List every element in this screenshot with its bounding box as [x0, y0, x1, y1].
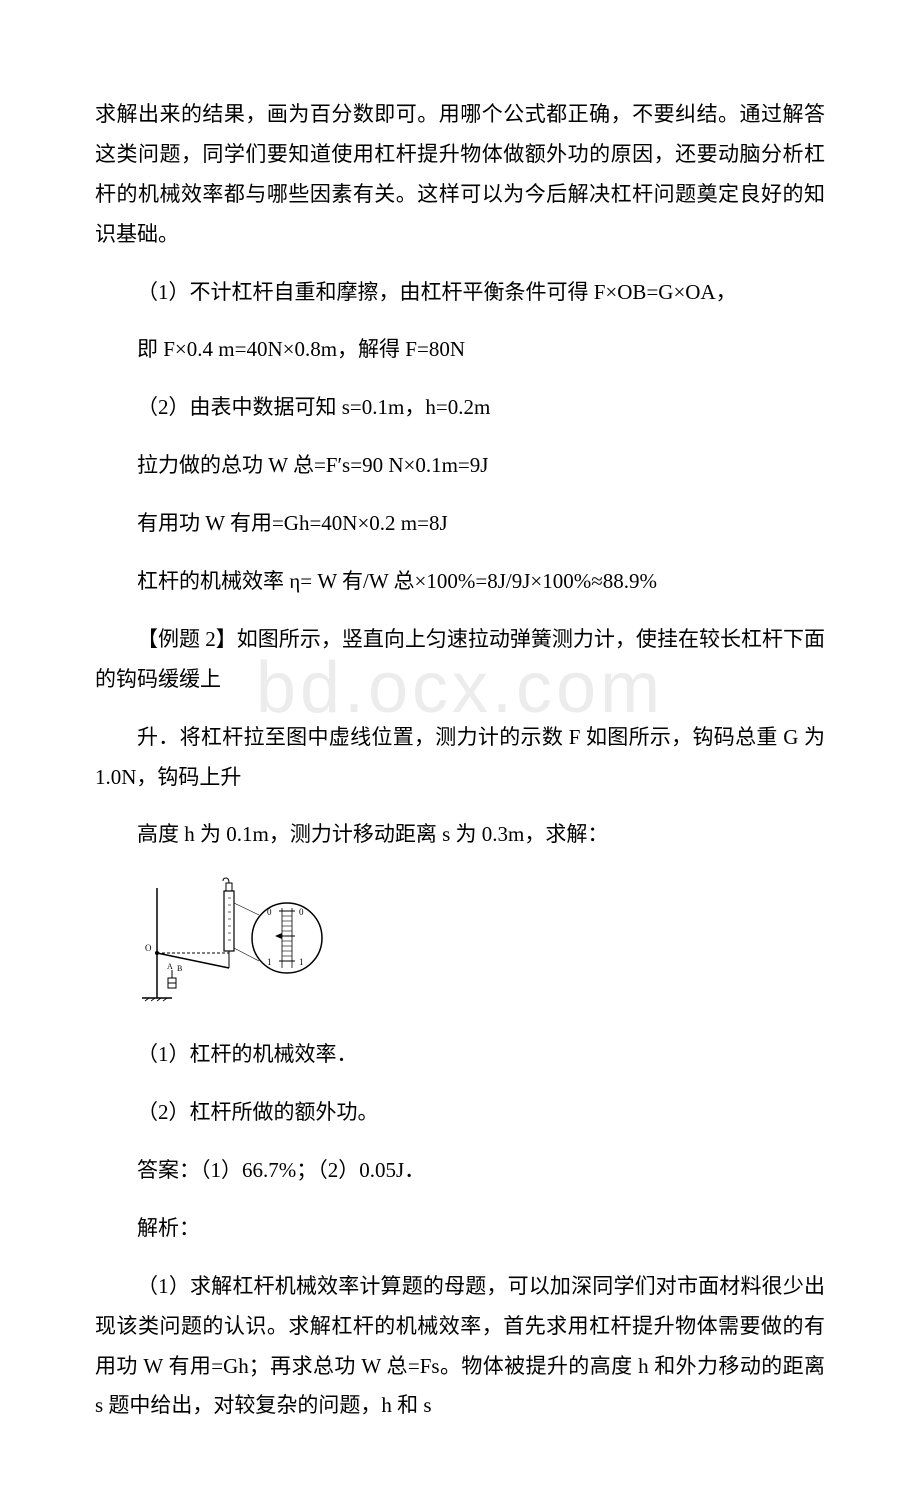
paragraph-q1: （1）杠杆的机械效率．: [95, 1035, 825, 1075]
paragraph-example2c: 高度 h 为 0.1m，测力计移动距离 s 为 0.3m，求解：: [95, 815, 825, 855]
paragraph-answer: 答案：（1）66.7%；（2）0.05J．: [95, 1151, 825, 1191]
lever-diagram: O A B: [137, 873, 825, 1017]
document-content: 求解出来的结果，画为百分数即可。用哪个公式都正确，不要纠结。通过解答这类问题，同…: [95, 95, 825, 1426]
paragraph-step2c: 有用功 W 有用=Gh=40N×0.2 m=8J: [95, 504, 825, 544]
paragraph-analysis-1: （1）求解杠杆机械效率计算题的母题，可以加深同学们对市面材料很少出现该类问题的认…: [95, 1267, 825, 1427]
svg-text:A: A: [167, 962, 173, 971]
paragraph-step2d: 杠杆的机械效率 η= W 有/W 总×100%=8J/9J×100%≈88.9%: [95, 562, 825, 602]
svg-text:O: O: [145, 943, 152, 953]
paragraph-step1b: 即 F×0.4 m=40N×0.8m，解得 F=80N: [95, 330, 825, 370]
lever-diagram-svg: O A B: [137, 873, 337, 1003]
paragraph-example2: 【例题 2】如图所示，竖直向上匀速拉动弹簧测力计，使挂在较长杠杆下面的钩码缓缓上: [95, 620, 825, 700]
svg-text:1: 1: [299, 957, 304, 967]
paragraph-q2: （2）杠杆所做的额外功。: [95, 1093, 825, 1133]
svg-text:0: 0: [299, 907, 304, 917]
paragraph-step1: （1）不计杠杆自重和摩擦，由杠杆平衡条件可得 F×OB=G×OA，: [95, 273, 825, 313]
svg-text:0: 0: [267, 907, 272, 917]
paragraph-intro: 求解出来的结果，画为百分数即可。用哪个公式都正确，不要纠结。通过解答这类问题，同…: [95, 95, 825, 255]
paragraph-step2: （2）由表中数据可知 s=0.1m，h=0.2m: [95, 388, 825, 428]
svg-text:1: 1: [267, 957, 272, 967]
paragraph-step2b: 拉力做的总功 W 总=F′s=90 N×0.1m=9J: [95, 446, 825, 486]
svg-text:B: B: [177, 964, 182, 973]
paragraph-example2b: 升．将杠杆拉至图中虚线位置，测力计的示数 F 如图所示，钩码总重 G 为 1.0…: [95, 718, 825, 798]
paragraph-analysis-label: 解析：: [95, 1209, 825, 1249]
